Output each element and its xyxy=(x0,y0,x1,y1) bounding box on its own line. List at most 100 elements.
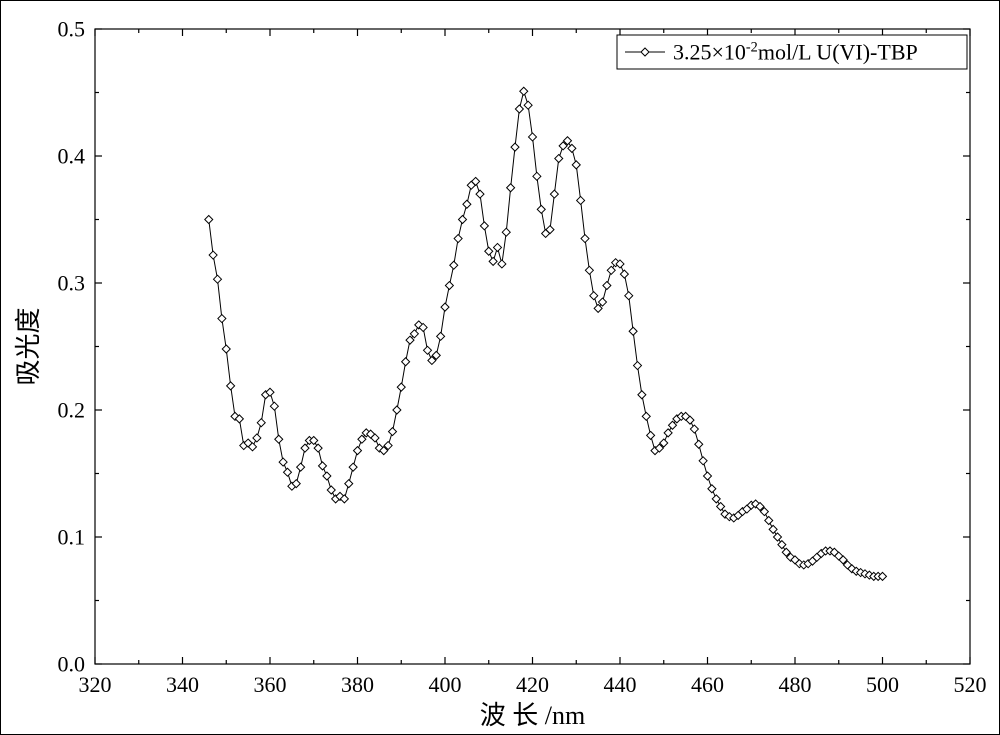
series-marker xyxy=(774,533,782,541)
chart-container: 3203403603804004204404604805005200.00.10… xyxy=(0,0,1000,735)
x-tick-label: 400 xyxy=(429,672,462,697)
y-tick-label: 0.0 xyxy=(58,652,86,677)
series-marker xyxy=(778,541,786,549)
series-marker xyxy=(568,144,576,152)
x-tick-label: 340 xyxy=(166,672,199,697)
series-marker xyxy=(480,222,488,230)
series-marker xyxy=(585,266,593,274)
series-marker xyxy=(704,472,712,480)
y-axis-label: 吸光度 xyxy=(14,307,43,385)
series-marker xyxy=(218,315,226,323)
series-marker xyxy=(494,243,502,251)
x-tick-label: 520 xyxy=(954,672,987,697)
series-marker xyxy=(507,184,515,192)
series-marker xyxy=(402,358,410,366)
series-marker xyxy=(603,282,611,290)
series-line xyxy=(209,91,883,576)
series-marker xyxy=(358,435,366,443)
x-tick-label: 500 xyxy=(866,672,899,697)
x-tick-label: 420 xyxy=(516,672,549,697)
series-marker xyxy=(257,419,265,427)
series-marker xyxy=(765,516,773,524)
series-marker xyxy=(463,200,471,208)
series-marker xyxy=(314,444,322,452)
series-marker xyxy=(555,155,563,163)
series-marker xyxy=(769,525,777,533)
series-marker xyxy=(599,298,607,306)
series-marker xyxy=(454,235,462,243)
x-axis-label: 波 长 /nm xyxy=(480,701,585,730)
series-marker xyxy=(345,480,353,488)
series-marker xyxy=(529,133,537,141)
series-marker xyxy=(502,228,510,236)
series-marker xyxy=(647,431,655,439)
series-marker xyxy=(270,402,278,410)
series-marker xyxy=(410,330,418,338)
series-marker xyxy=(712,495,720,503)
y-tick-label: 0.4 xyxy=(58,144,86,169)
series-marker xyxy=(397,383,405,391)
series-marker xyxy=(520,87,528,95)
series-marker xyxy=(594,304,602,312)
series-marker xyxy=(319,462,327,470)
series-marker xyxy=(638,391,646,399)
series-marker xyxy=(699,457,707,465)
x-tick-label: 460 xyxy=(691,672,724,697)
x-tick-label: 480 xyxy=(779,672,812,697)
series-marker xyxy=(214,275,222,283)
series-marker xyxy=(629,327,637,335)
series-marker xyxy=(690,425,698,433)
series-marker xyxy=(590,292,598,300)
series-marker xyxy=(498,260,506,268)
series-marker xyxy=(437,332,445,340)
series-marker xyxy=(664,429,672,437)
series-marker xyxy=(301,444,309,452)
series-marker xyxy=(515,105,523,113)
x-tick-label: 380 xyxy=(341,672,374,697)
series-marker xyxy=(717,503,725,511)
series-marker xyxy=(708,485,716,493)
series-marker xyxy=(209,251,217,259)
series-marker xyxy=(620,270,628,278)
series-marker xyxy=(625,292,633,300)
series-marker xyxy=(327,486,335,494)
series-marker xyxy=(577,196,585,204)
series-marker xyxy=(406,336,414,344)
spectrum-chart: 3203403603804004204404604805005200.00.10… xyxy=(0,0,1000,735)
series-marker xyxy=(607,266,615,274)
series-marker xyxy=(634,362,642,370)
series-marker xyxy=(642,412,650,420)
x-tick-label: 360 xyxy=(254,672,287,697)
series-marker xyxy=(227,382,235,390)
series-marker xyxy=(275,435,283,443)
series-marker xyxy=(424,346,432,354)
series-marker xyxy=(485,247,493,255)
series-marker xyxy=(550,190,558,198)
series-marker xyxy=(354,447,362,455)
series-marker xyxy=(393,406,401,414)
series-marker xyxy=(669,421,677,429)
series-marker xyxy=(297,463,305,471)
series-marker xyxy=(511,143,519,151)
series-marker xyxy=(581,235,589,243)
series-marker xyxy=(445,282,453,290)
series-marker xyxy=(489,257,497,265)
x-tick-label: 440 xyxy=(604,672,637,697)
series-marker xyxy=(695,440,703,448)
series-marker xyxy=(205,216,213,224)
y-tick-label: 0.5 xyxy=(58,17,86,42)
series-marker xyxy=(222,345,230,353)
series-marker xyxy=(533,172,541,180)
legend-label: 3.25×10-2mol/L U(VI)-TBP xyxy=(673,40,918,65)
series-marker xyxy=(450,261,458,269)
series-marker xyxy=(389,428,397,436)
legend: 3.25×10-2mol/L U(VI)-TBP xyxy=(617,35,967,69)
series-marker xyxy=(572,161,580,169)
series-marker xyxy=(537,205,545,213)
y-tick-label: 0.3 xyxy=(58,271,86,296)
series-marker xyxy=(476,190,484,198)
series-marker xyxy=(349,463,357,471)
series-marker xyxy=(253,434,261,442)
series-marker xyxy=(441,303,449,311)
series-marker xyxy=(323,472,331,480)
